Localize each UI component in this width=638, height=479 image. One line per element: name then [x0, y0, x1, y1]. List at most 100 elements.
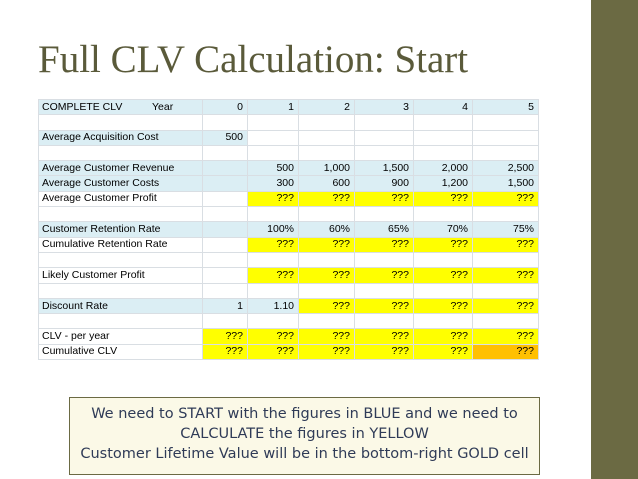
- value-cell[interactable]: ???: [202, 328, 248, 345]
- empty-cell[interactable]: [38, 144, 203, 162]
- empty-cell[interactable]: [38, 282, 203, 299]
- empty-cell[interactable]: [354, 114, 414, 131]
- value-cell[interactable]: 1: [202, 297, 248, 315]
- empty-cell[interactable]: [354, 206, 414, 223]
- value-cell[interactable]: ???: [413, 328, 473, 345]
- value-cell[interactable]: 1,500: [472, 175, 539, 192]
- row-label[interactable]: Average Customer Profit: [38, 190, 203, 208]
- value-cell[interactable]: ???: [298, 236, 355, 253]
- empty-cell[interactable]: [354, 313, 414, 330]
- row-label[interactable]: Customer Retention Rate: [38, 221, 203, 238]
- value-cell[interactable]: ???: [354, 236, 414, 253]
- empty-cell[interactable]: [472, 129, 539, 146]
- empty-cell[interactable]: [413, 251, 473, 269]
- value-cell[interactable]: ???: [472, 328, 539, 345]
- empty-cell[interactable]: [472, 313, 539, 330]
- value-cell[interactable]: 600: [298, 175, 355, 192]
- value-cell[interactable]: ???: [202, 343, 248, 361]
- empty-cell[interactable]: [298, 129, 355, 146]
- empty-cell[interactable]: [413, 313, 473, 330]
- value-cell[interactable]: ???: [472, 297, 539, 315]
- value-cell[interactable]: ???: [354, 328, 414, 345]
- empty-cell[interactable]: [202, 144, 248, 162]
- empty-cell[interactable]: [202, 160, 248, 177]
- value-cell[interactable]: ???: [413, 297, 473, 315]
- empty-cell[interactable]: [202, 206, 248, 223]
- value-cell[interactable]: ???: [413, 343, 473, 361]
- row-label[interactable]: Average Customer Revenue: [38, 160, 203, 177]
- empty-cell[interactable]: [202, 282, 248, 299]
- empty-cell[interactable]: [38, 251, 203, 269]
- row-label[interactable]: Cumulative CLV: [38, 343, 203, 361]
- empty-cell[interactable]: [472, 282, 539, 299]
- value-cell[interactable]: 100%: [247, 221, 299, 238]
- year-cell[interactable]: 4: [413, 98, 473, 116]
- empty-cell[interactable]: [472, 251, 539, 269]
- empty-cell[interactable]: [202, 251, 248, 269]
- empty-cell[interactable]: [298, 282, 355, 299]
- year-cell[interactable]: 1: [247, 98, 299, 116]
- value-cell[interactable]: ???: [354, 297, 414, 315]
- empty-cell[interactable]: [247, 114, 299, 131]
- empty-cell[interactable]: [472, 114, 539, 131]
- year-cell[interactable]: 3: [354, 98, 414, 116]
- empty-cell[interactable]: [247, 282, 299, 299]
- value-cell[interactable]: ???: [472, 190, 539, 208]
- value-cell[interactable]: 1,000: [298, 160, 355, 177]
- empty-cell[interactable]: [298, 144, 355, 162]
- row-label[interactable]: CLV - per year: [38, 328, 203, 345]
- empty-cell[interactable]: [354, 251, 414, 269]
- value-cell[interactable]: ???: [413, 236, 473, 253]
- value-cell[interactable]: 500: [247, 160, 299, 177]
- value-cell[interactable]: ???: [247, 190, 299, 208]
- value-cell[interactable]: 70%: [413, 221, 473, 238]
- value-cell[interactable]: ???: [413, 190, 473, 208]
- empty-cell[interactable]: [247, 251, 299, 269]
- empty-cell[interactable]: [202, 313, 248, 330]
- year-cell[interactable]: 5: [472, 98, 539, 116]
- value-cell[interactable]: ???: [472, 267, 539, 284]
- value-cell[interactable]: ???: [247, 236, 299, 253]
- empty-cell[interactable]: [202, 190, 248, 208]
- empty-cell[interactable]: [298, 114, 355, 131]
- value-cell[interactable]: ???: [247, 343, 299, 361]
- empty-cell[interactable]: [298, 313, 355, 330]
- value-cell[interactable]: ???: [298, 190, 355, 208]
- row-label[interactable]: Cumulative Retention Rate: [38, 236, 203, 253]
- value-cell[interactable]: 60%: [298, 221, 355, 238]
- empty-cell[interactable]: [413, 282, 473, 299]
- empty-cell[interactable]: [247, 129, 299, 146]
- final-clv-cell[interactable]: ???: [472, 343, 539, 361]
- empty-cell[interactable]: [38, 206, 203, 223]
- value-cell[interactable]: 65%: [354, 221, 414, 238]
- year-cell[interactable]: 2: [298, 98, 355, 116]
- empty-cell[interactable]: [38, 313, 203, 330]
- value-cell[interactable]: ???: [298, 343, 355, 361]
- value-cell[interactable]: 1.10: [247, 297, 299, 315]
- value-cell[interactable]: 500: [202, 129, 248, 146]
- value-cell[interactable]: 300: [247, 175, 299, 192]
- empty-cell[interactable]: [38, 114, 203, 131]
- empty-cell[interactable]: [472, 206, 539, 223]
- value-cell[interactable]: ???: [413, 267, 473, 284]
- empty-cell[interactable]: [413, 129, 473, 146]
- empty-cell[interactable]: [413, 206, 473, 223]
- value-cell[interactable]: ???: [247, 328, 299, 345]
- value-cell[interactable]: 900: [354, 175, 414, 192]
- row-label[interactable]: Average Acquisition Cost: [38, 129, 203, 146]
- year-cell[interactable]: 0: [202, 98, 248, 116]
- empty-cell[interactable]: [472, 144, 539, 162]
- empty-cell[interactable]: [354, 144, 414, 162]
- value-cell[interactable]: ???: [354, 190, 414, 208]
- value-cell[interactable]: 1,200: [413, 175, 473, 192]
- row-label[interactable]: Average Customer Costs: [38, 175, 203, 192]
- empty-cell[interactable]: [413, 114, 473, 131]
- empty-cell[interactable]: [354, 282, 414, 299]
- value-cell[interactable]: 2,000: [413, 160, 473, 177]
- row-label[interactable]: Likely Customer Profit: [38, 267, 203, 284]
- value-cell[interactable]: ???: [298, 328, 355, 345]
- value-cell[interactable]: ???: [354, 267, 414, 284]
- value-cell[interactable]: 1,500: [354, 160, 414, 177]
- value-cell[interactable]: 75%: [472, 221, 539, 238]
- empty-cell[interactable]: [202, 114, 248, 131]
